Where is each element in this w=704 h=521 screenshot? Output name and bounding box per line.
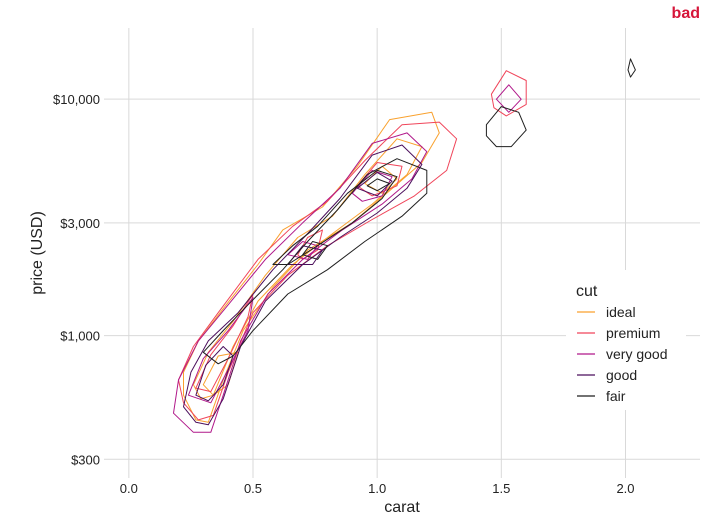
contour-line: [178, 121, 458, 421]
x-tick-label: 0.5: [244, 481, 262, 496]
contour-line: [183, 111, 440, 423]
legend: cut ideal premium very good good fair: [566, 270, 686, 410]
x-gridlines: [128, 28, 626, 478]
x-tick-label: 2.0: [616, 481, 634, 496]
contour-line: [356, 162, 403, 197]
x-tick-label: 1.0: [368, 481, 386, 496]
legend-entry: fair: [577, 388, 626, 404]
legend-label: good: [606, 367, 637, 383]
contour-line: [183, 144, 423, 426]
contour-line: [366, 178, 391, 192]
contour-line: [202, 158, 428, 365]
legend-title: cut: [576, 283, 598, 300]
contour-line: [195, 293, 254, 393]
contour-line: [627, 58, 636, 78]
x-tick-label: 0.0: [120, 481, 138, 496]
panel-background: [104, 28, 700, 478]
contour-layer: [173, 58, 636, 433]
contour-line: [297, 229, 323, 260]
y-tick-label: $300: [71, 452, 100, 467]
contour-line: [173, 132, 428, 433]
legend-entry: premium: [577, 325, 660, 341]
legend-entry: good: [577, 367, 637, 383]
legend-label: premium: [606, 325, 660, 341]
contour-line: [272, 169, 398, 265]
series-premium: [178, 70, 527, 421]
legend-label: ideal: [606, 304, 636, 320]
y-tick-label: $1,000: [60, 329, 100, 344]
x-tick-labels: 0.0 0.5 1.0 1.5 2.0: [120, 481, 635, 496]
legend-label: very good: [606, 346, 667, 362]
legend-entries: ideal premium very good good fair: [577, 304, 667, 404]
series-fair: [202, 58, 636, 365]
contour-line: [490, 70, 527, 117]
x-tick-label: 1.5: [492, 481, 510, 496]
contour-line: [302, 241, 328, 260]
y-tick-labels: $300 $1,000 $3,000 $10,000: [53, 92, 100, 467]
contour-line: [356, 171, 393, 197]
contour-line: [485, 106, 527, 148]
corner-label: bad: [672, 5, 700, 22]
legend-entry: very good: [577, 346, 667, 362]
y-tick-label: $10,000: [53, 92, 100, 107]
contour-line: [187, 297, 254, 404]
legend-label: fair: [606, 388, 626, 404]
x-axis-title: carat: [384, 499, 420, 516]
y-tick-label: $3,000: [60, 216, 100, 231]
y-axis-title: price (USD): [29, 211, 46, 295]
legend-entry: ideal: [577, 304, 636, 320]
legend-background: [566, 270, 686, 410]
